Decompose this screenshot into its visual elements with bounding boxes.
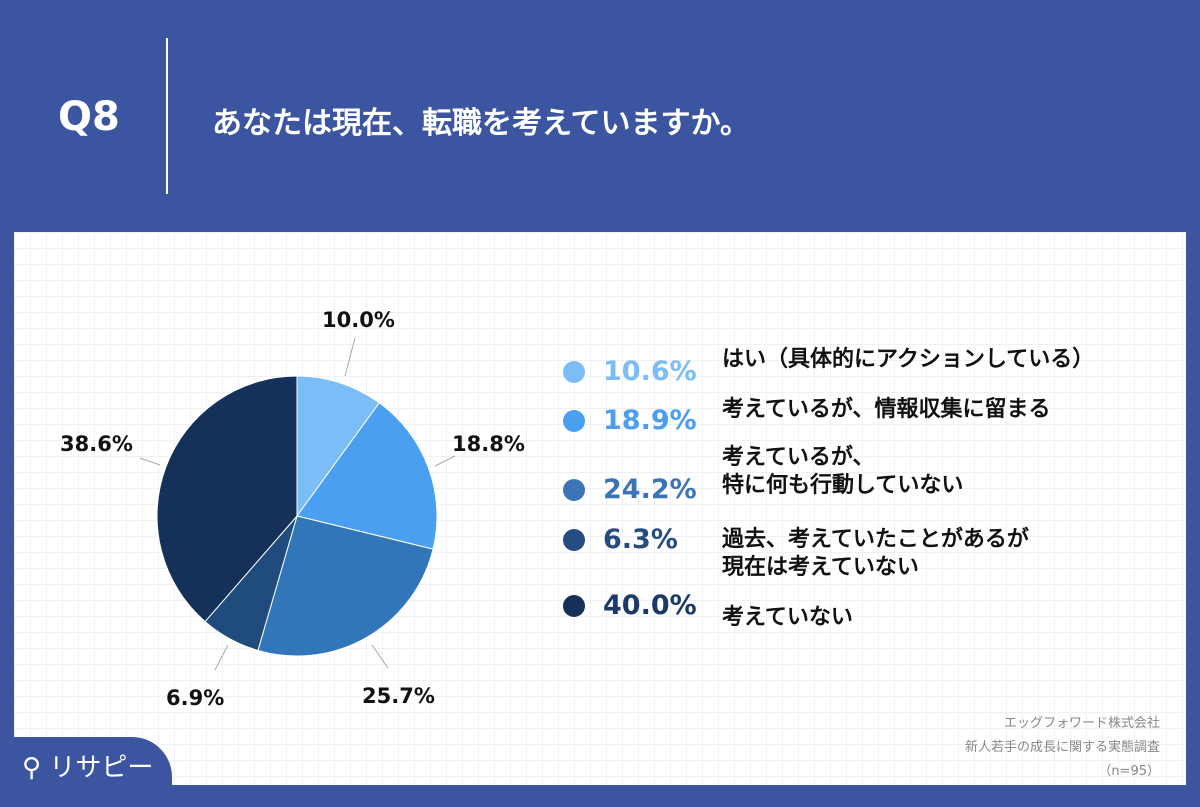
legend-item-3: 6.3% [563,524,703,555]
leader-line-2 [371,644,389,669]
pie-label-1: 18.8% [452,432,525,456]
pie-slice-0 [296,375,380,518]
legend-dot [563,360,585,383]
legend-dot [563,528,585,551]
legend-item-4: 40.0% [563,590,703,621]
pie-label-3: 6.9% [166,686,225,710]
pie-slice-2 [257,515,434,657]
legend-dot [563,478,585,501]
pie-label-4: 38.6% [60,432,133,456]
leader-line-4 [139,457,161,466]
logo: ⚲ リサピー [0,737,172,807]
pie-label-0: 10.0% [322,308,395,332]
sample-size-note: （n=95） [1098,764,1160,779]
legend-item-0: 10.6% [563,356,703,387]
legend-label-1: 考えているが、情報収集に留まる [722,397,1051,422]
legend-item-1: 18.9% [563,405,703,436]
pie-slice-4 [156,375,298,623]
leader-line-1 [434,455,456,467]
legend-dot [563,409,585,432]
legend-label-2: 考えているが、 特に何も行動していない [722,445,964,498]
legend-pct: 18.9% [603,405,697,436]
legend-label-4: 考えていない [722,605,853,630]
legend-pct: 40.0% [603,590,697,621]
legend-label-3: 過去、考えていたことがあるが 現在は考えていない [722,527,1029,580]
leader-line-0 [344,337,356,377]
legend-dot [563,594,585,617]
question-title: あなたは現在、転職を考えていますか。 [212,106,750,141]
company-note: エッグフォワード株式会社 [1003,716,1160,731]
legend-label-0: はい（具体的にアクションしている） [722,347,1095,372]
leader-line-3 [214,644,229,671]
logo-text: リサピー [49,753,154,783]
question-number: Q8 [58,94,120,140]
legend-pct: 6.3% [603,524,678,555]
header-divider [166,38,168,194]
pie-slice-1 [296,402,438,550]
legend-item-2: 24.2% [563,474,703,505]
legend-pct: 24.2% [603,474,697,505]
legend-pct: 10.6% [603,356,697,387]
pie-label-2: 25.7% [362,684,435,708]
survey-note: 新人若手の成長に関する実態調査 [964,740,1160,755]
